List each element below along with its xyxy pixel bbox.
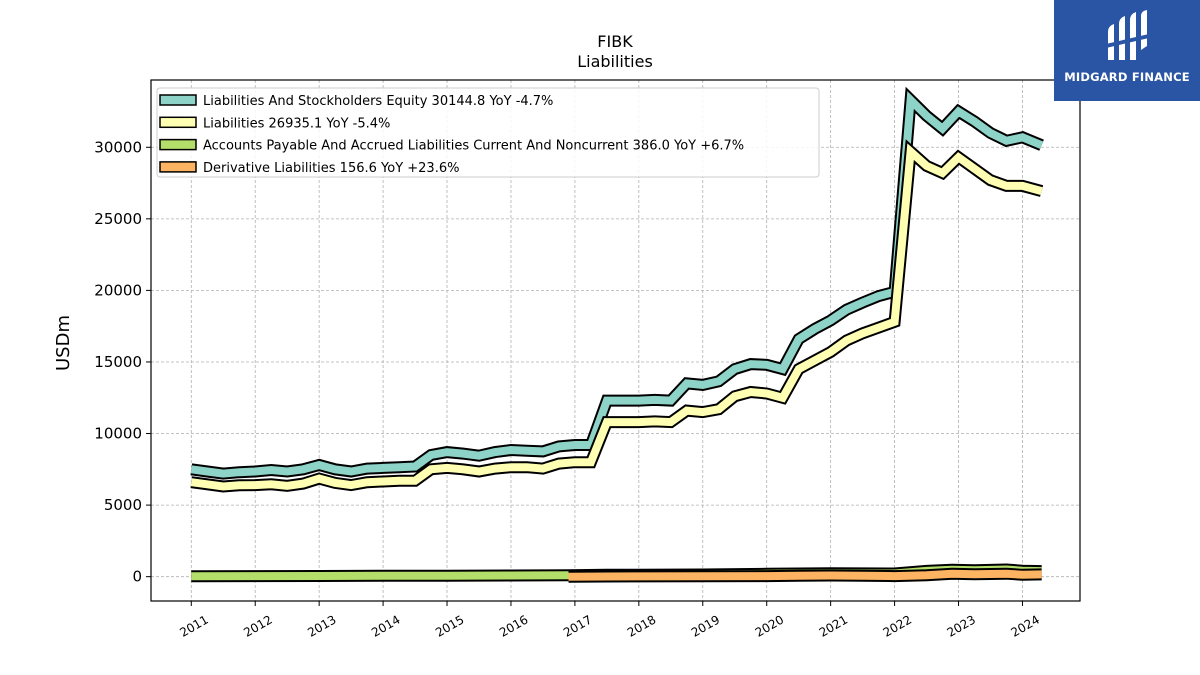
series-lines (190, 86, 1044, 583)
legend-swatch (159, 94, 197, 106)
x-tick-label: 2016 (497, 612, 530, 639)
x-tick-label: 2024 (1009, 612, 1042, 639)
x-tick-label: 2015 (433, 612, 466, 639)
y-tick-label: 15000 (94, 353, 142, 371)
x-tick-label: 2011 (177, 612, 210, 639)
plot-frame (150, 79, 1081, 602)
x-tick-label: 2022 (881, 612, 914, 639)
y-axis-label: USDm (53, 315, 74, 371)
legend-swatch (159, 161, 197, 173)
midgard-logo-icon (1106, 10, 1149, 60)
chart-subtitle: Liabilities (577, 52, 653, 71)
x-tick-label: 2023 (945, 612, 978, 639)
x-tick-label: 2012 (241, 612, 274, 639)
x-tick-label: 2019 (689, 612, 722, 639)
legend-label: Derivative Liabilities 156.6 YoY +23.6% (203, 161, 459, 176)
y-tick-label: 0 (132, 568, 142, 586)
y-tick-label: 30000 (94, 138, 142, 156)
x-tick-label: 2014 (369, 612, 402, 639)
y-tick-label: 20000 (94, 281, 142, 299)
y-tick-label: 10000 (94, 425, 142, 443)
legend-swatch (159, 116, 197, 129)
y-tick-label: 25000 (94, 210, 142, 228)
legend-label: Liabilities 26935.1 YoY -5.4% (203, 116, 390, 131)
legend-box (156, 87, 820, 178)
x-tick-label: 2020 (753, 612, 786, 639)
legend-swatch (159, 138, 197, 151)
legend-label: Accounts Payable And Accrued Liabilities… (203, 139, 744, 154)
logo-text: MIDGARD FINANCE (1064, 70, 1190, 84)
x-tick-label: 2021 (817, 612, 850, 639)
series-line-1 (190, 143, 1043, 491)
brand-logo: MIDGARD FINANCE (1054, 0, 1200, 101)
series-line-3 (568, 569, 1042, 581)
chart-title: FIBK (597, 32, 633, 51)
x-tick-label: 2018 (625, 612, 658, 639)
legend-label: Liabilities And Stockholders Equity 3014… (203, 94, 553, 109)
y-tick-label: 5000 (104, 496, 142, 514)
legend: Liabilities And Stockholders Equity 3014… (156, 87, 820, 178)
x-tick-label: 2017 (561, 612, 594, 639)
x-tick-label: 2013 (305, 612, 338, 639)
